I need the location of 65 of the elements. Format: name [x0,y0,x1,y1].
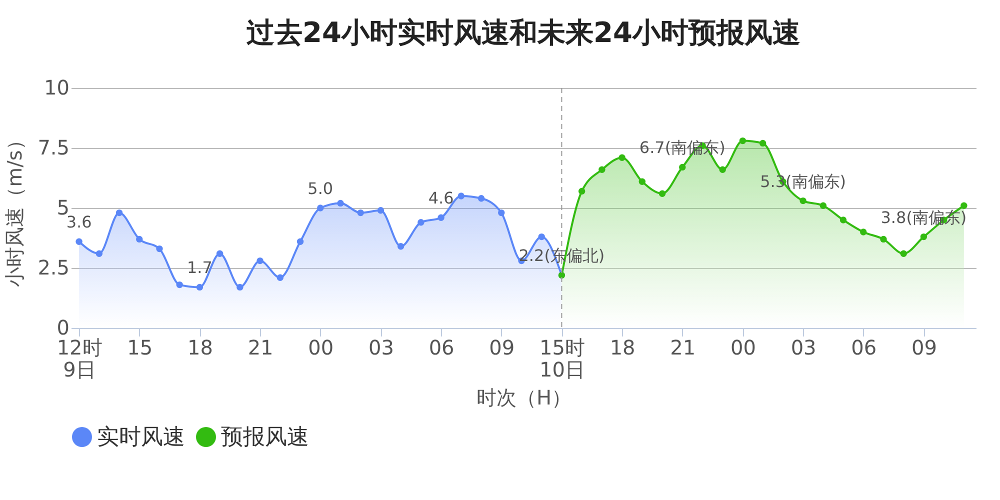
point [800,197,806,204]
point [397,243,404,250]
point [337,200,344,207]
y-axis-title: 小时风速（m/s） [2,130,27,287]
point [196,284,204,291]
point [317,204,324,212]
point [598,166,606,173]
y-tick-label: 7.5 [38,136,70,160]
point [880,236,887,243]
point [357,209,364,216]
point [920,233,928,240]
point [296,238,304,245]
x-tick-label: 15 [127,336,153,360]
chart-title: 过去24小时实时风速和未来24小时预报风速 [246,16,800,49]
data-label: 1.7 [186,258,212,278]
point [498,209,505,216]
x-tick-label: 09 [911,336,937,360]
x-tick-label: 00 [308,336,334,360]
point [216,250,224,257]
point [960,202,968,209]
point [638,178,646,185]
x-tick-label: 06 [428,336,454,360]
x-tick-label: 21 [248,336,274,360]
point [76,238,82,245]
point [276,274,284,281]
point [538,233,545,240]
point [256,257,264,264]
y-tick-label: 2.5 [38,256,70,280]
point [658,190,666,197]
point [236,284,244,291]
data-label: 5.0 [308,179,334,198]
x-axis-title: 时次（H） [476,386,572,410]
point [578,188,586,195]
point [719,166,726,173]
point [96,250,103,257]
point [176,281,183,288]
point [820,202,827,209]
y-tick-label: 10 [44,76,70,100]
point [900,250,907,257]
point [116,209,123,216]
point [679,164,686,171]
x-tick-label: 09 [489,336,515,360]
point [458,192,465,200]
x-tick-label: 18 [187,336,213,360]
legend-label: 预报风速 [221,425,309,450]
point [860,228,867,236]
x-tick-label: 06 [851,336,877,360]
x-tick-label: 21 [670,336,696,360]
legend-label: 实时风速 [97,425,185,450]
point [418,219,424,226]
point [618,154,626,161]
x-tick-label: 15时 10日 [539,336,585,382]
point [136,236,143,243]
point [840,216,847,224]
x-tick-label: 03 [790,336,816,360]
data-label: 4.6 [428,188,454,208]
x-tick-label: 18 [610,336,636,360]
point [739,137,746,144]
point [759,140,766,147]
point [438,214,444,221]
x-tick-label: 03 [368,336,394,360]
point [478,195,485,202]
point [377,207,384,214]
x-tick-label: 00 [730,336,756,360]
point [156,245,163,252]
